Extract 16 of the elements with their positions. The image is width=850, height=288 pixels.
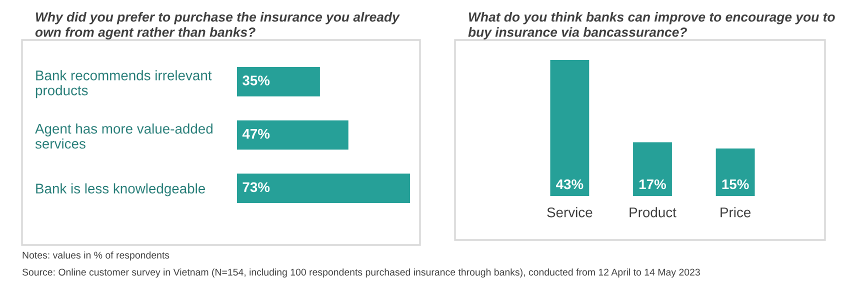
data-label: 73% — [242, 182, 270, 192]
data-label: 15% — [722, 179, 749, 190]
chart-title: Why did you prefer to purchase the insurance you already own from agent rather than banks? — [35, 12, 400, 40]
data-label: 47% — [242, 128, 270, 139]
text: Notes: values in % of respondents — [22, 251, 170, 261]
data-label: 35% — [242, 76, 270, 86]
x-tick-label: Service — [547, 207, 592, 218]
chart-title: What do you think banks can improve to encourage you to buy insurance via bancassurance? — [468, 12, 835, 40]
y-tick-label: Agent has more value-added services — [35, 123, 212, 149]
data-label: 17% — [639, 179, 666, 190]
x-tick-label: Product — [630, 207, 676, 218]
data-label: 43% — [556, 179, 584, 190]
x-tick-label: Price — [720, 207, 751, 218]
y-tick-label: Bank is less knowledgeable — [36, 183, 206, 196]
y-tick-label: Bank recommends irrelevant products — [36, 70, 212, 98]
source-note: Source: Online customer survey in Vietnam (N=154, including 100 respondents purchased insurance through banks), conducted from 12 April to 14 May 2023 — [22, 268, 700, 278]
